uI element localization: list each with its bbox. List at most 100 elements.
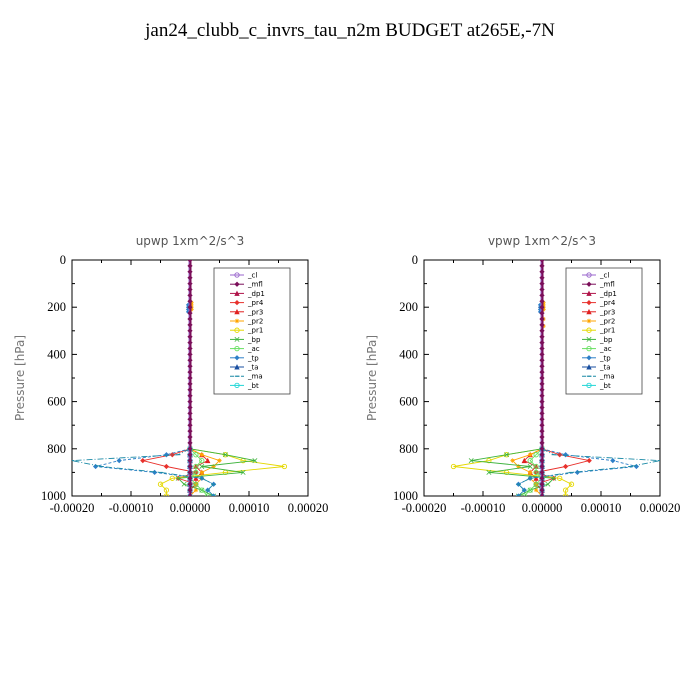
series-line-ac bbox=[523, 448, 543, 496]
point-mfl bbox=[539, 398, 545, 405]
legend-label: _tp bbox=[599, 354, 611, 362]
point-ac bbox=[193, 452, 199, 458]
point-mfl bbox=[187, 493, 193, 496]
point-mfl bbox=[539, 280, 545, 287]
legend-label: _pr3 bbox=[247, 308, 263, 316]
legend-marker bbox=[234, 382, 240, 389]
legend-label: _bp bbox=[247, 336, 261, 344]
point-mfl bbox=[187, 446, 193, 452]
point-mfl bbox=[187, 452, 193, 458]
legend-marker bbox=[586, 336, 592, 342]
series-line-ac bbox=[189, 448, 209, 496]
legend-box bbox=[565, 267, 643, 395]
x-tick-label: 0.00020 bbox=[288, 501, 329, 515]
point-mfl bbox=[539, 316, 545, 322]
legend-marker bbox=[586, 281, 592, 287]
legend-label: _pr1 bbox=[599, 327, 615, 335]
x-tick-label: 0.00010 bbox=[581, 501, 622, 515]
point-ac bbox=[533, 469, 539, 476]
point-pr1 bbox=[557, 475, 563, 481]
point-mfl bbox=[539, 328, 545, 334]
legend-marker bbox=[234, 336, 240, 342]
point-mfl bbox=[187, 428, 193, 434]
point-bp bbox=[504, 452, 510, 458]
legend-marker bbox=[234, 281, 240, 287]
point-tp bbox=[116, 457, 122, 464]
legend-marker bbox=[234, 345, 240, 352]
legend-marker bbox=[586, 382, 592, 389]
point-mfl bbox=[187, 260, 193, 263]
point-tp bbox=[610, 457, 616, 464]
legend-label: _dp1 bbox=[247, 290, 265, 298]
point-mfl bbox=[187, 363, 193, 369]
legend-marker bbox=[234, 364, 240, 370]
point-mfl bbox=[187, 422, 193, 428]
point-mfl bbox=[187, 275, 193, 281]
point-bp bbox=[181, 481, 187, 487]
point-mfl bbox=[539, 452, 545, 458]
point-mfl bbox=[539, 469, 545, 476]
panel-title: upwp 1xm^2/s^3 bbox=[136, 234, 245, 248]
point-mfl bbox=[187, 487, 193, 493]
point-mfl bbox=[187, 416, 193, 422]
y-tick-label: 800 bbox=[47, 442, 66, 456]
point-mfl bbox=[187, 339, 193, 346]
y-tick-label: 200 bbox=[399, 300, 418, 314]
point-mfl bbox=[539, 457, 545, 464]
point-mfl bbox=[539, 286, 545, 293]
point-mfl bbox=[539, 393, 545, 399]
point-bp bbox=[468, 458, 474, 464]
legend-label: _bt bbox=[599, 382, 611, 390]
legend-label: _pr4 bbox=[247, 299, 264, 307]
point-bp bbox=[199, 464, 205, 469]
point-pr1 bbox=[163, 487, 170, 493]
point-ac bbox=[533, 452, 539, 458]
figure-title: jan24_clubb_c_invrs_tau_n2m BUDGET at265… bbox=[145, 20, 555, 41]
point-mfl bbox=[539, 375, 545, 381]
point-pr2 bbox=[528, 452, 533, 457]
point-mfl bbox=[187, 345, 193, 352]
point-ac bbox=[527, 487, 533, 493]
series-line-ma bbox=[517, 448, 660, 496]
point-mfl bbox=[539, 322, 545, 328]
point-ac bbox=[521, 493, 527, 496]
point-bp bbox=[240, 469, 246, 475]
y-axis-label: Pressure [hPa] bbox=[365, 335, 379, 421]
point-mfl bbox=[539, 369, 545, 375]
point-pr1 bbox=[281, 463, 288, 470]
legend-marker bbox=[234, 327, 240, 333]
point-pr1 bbox=[568, 481, 575, 487]
legend: _cl_mfl_dp1_pr4_pr3_pr2_pr1_bp_ac_tp_ta_… bbox=[565, 267, 643, 395]
point-pr2 bbox=[211, 464, 216, 469]
plot-area bbox=[72, 260, 288, 496]
point-mfl bbox=[187, 387, 193, 393]
point-bp bbox=[551, 475, 557, 481]
point-pr4 bbox=[163, 463, 170, 470]
legend-box bbox=[213, 267, 291, 395]
point-mfl bbox=[187, 410, 193, 417]
point-ac bbox=[193, 481, 199, 487]
point-ac bbox=[193, 469, 199, 476]
point-mfl bbox=[187, 434, 193, 440]
point-pr1 bbox=[562, 493, 569, 496]
legend-marker bbox=[586, 272, 592, 278]
x-tick-label: -0.00010 bbox=[109, 501, 154, 515]
legend-label: _bp bbox=[599, 336, 613, 344]
point-pr1 bbox=[169, 475, 175, 481]
point-mfl bbox=[187, 292, 193, 299]
x-tick-label: 0.00020 bbox=[640, 501, 681, 515]
point-mfl bbox=[187, 369, 193, 375]
point-mfl bbox=[187, 481, 193, 487]
point-mfl bbox=[539, 263, 545, 269]
point-mfl bbox=[539, 463, 545, 470]
legend-label: _bt bbox=[247, 382, 259, 390]
legend-marker bbox=[234, 272, 240, 278]
point-mfl bbox=[187, 334, 193, 340]
x-tick-label: 0.00010 bbox=[229, 501, 270, 515]
point-mfl bbox=[539, 381, 545, 387]
y-axis-label: Pressure [hPa] bbox=[13, 335, 27, 421]
legend-marker bbox=[234, 290, 240, 296]
point-pr2 bbox=[217, 458, 222, 463]
point-mfl bbox=[539, 357, 545, 363]
y-tick-label: 200 bbox=[47, 300, 66, 314]
